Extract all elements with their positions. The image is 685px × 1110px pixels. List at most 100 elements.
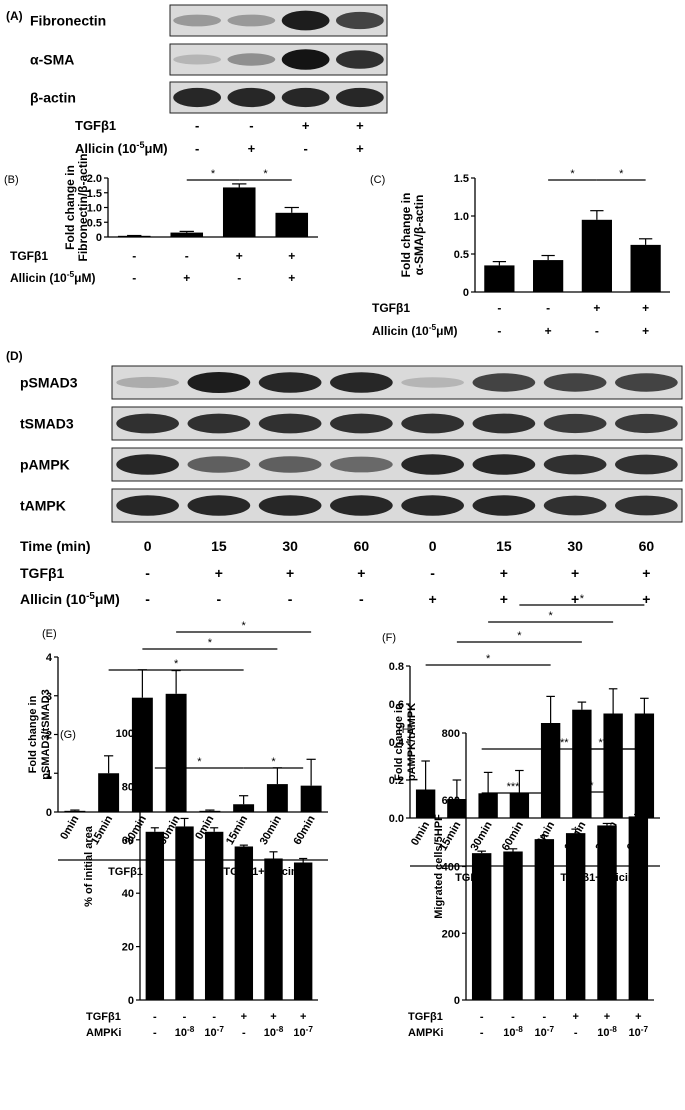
condition-value-text: - (480, 1027, 484, 1039)
blot-band (615, 495, 678, 516)
condition-value: 10-8 (264, 1025, 284, 1039)
x-tick-label: 30min (468, 819, 494, 853)
y-tick-label: 1.5 (454, 173, 469, 185)
y-axis-label: Fibronectin/β-actin (76, 154, 90, 262)
condition-label-tail: μM) (74, 271, 95, 285)
panel-label: (G) (60, 729, 76, 741)
condition-value: + (356, 118, 364, 133)
blot-band (336, 87, 384, 108)
blot-band (227, 87, 276, 108)
condition-label: AMPKi (86, 1027, 121, 1039)
blot-band (116, 454, 179, 475)
condition-value-text: 10 (204, 1027, 216, 1039)
blot-band (543, 373, 607, 392)
blot-band (281, 10, 330, 31)
condition-value-sup: -7 (217, 1025, 225, 1034)
y-tick-label: 0.5 (87, 217, 102, 229)
blot-band (472, 413, 536, 434)
y-tick-label: 0.0 (389, 813, 404, 825)
condition-value: + (593, 301, 600, 315)
blot-band (173, 87, 221, 108)
condition-value: + (302, 118, 310, 133)
blot-band (187, 456, 251, 473)
significance-mark: * (589, 780, 594, 792)
y-tick-label: 2 (46, 730, 52, 742)
condition-label-tail: μM) (436, 324, 457, 338)
condition-value: 10-7 (293, 1025, 313, 1039)
condition-value: + (356, 141, 364, 156)
blot-band (330, 372, 393, 393)
condition-value: 15 (496, 538, 512, 554)
condition-value: - (574, 1027, 578, 1039)
y-axis-label: % of initial area (83, 825, 95, 907)
condition-label-tail: μM) (145, 141, 168, 156)
bar (630, 244, 661, 292)
blot-row-label: pSMAD3 (20, 375, 78, 391)
condition-value: - (480, 1011, 484, 1023)
condition-value: + (642, 591, 650, 607)
blot-band (173, 54, 221, 65)
bar (222, 187, 256, 237)
blot-band (281, 87, 330, 108)
blot-band (258, 495, 322, 516)
significance-mark: **** (551, 737, 569, 749)
condition-label-sup: -5 (86, 591, 95, 602)
condition-value: 10-8 (597, 1025, 617, 1039)
bar (234, 846, 254, 1000)
y-tick-label: 80 (122, 781, 134, 793)
condition-value: - (145, 591, 150, 607)
blot-band (227, 14, 276, 27)
significance-mark: * (548, 610, 553, 622)
bar (484, 265, 515, 292)
condition-label: TGFβ1 (20, 565, 65, 581)
condition-value: - (153, 1027, 157, 1039)
group-label: TGFβ1+Allicin (223, 866, 298, 878)
condition-value: + (270, 1011, 276, 1023)
condition-label: TGFβ1 (408, 1011, 443, 1023)
bar (170, 232, 204, 237)
y-tick-label: 20 (122, 942, 134, 954)
blot-band (401, 413, 464, 434)
blot-band (615, 373, 678, 392)
condition-value: + (571, 591, 579, 607)
blot-row-label: β-actin (30, 90, 76, 106)
significance-mark: * (197, 756, 202, 768)
y-tick-label: 1.0 (454, 211, 469, 223)
significance-mark: * (580, 593, 585, 605)
condition-value: + (500, 591, 508, 607)
condition-label-text: Allicin (10 (20, 591, 86, 607)
y-tick-label: 800 (442, 728, 460, 740)
condition-value-text: 10 (503, 1027, 515, 1039)
panel-label: (B) (4, 174, 19, 186)
bar (64, 810, 86, 812)
condition-value-text: - (574, 1027, 578, 1039)
blot-band (116, 376, 179, 389)
significance-mark: * (263, 168, 268, 180)
blot-row-label: tSMAD3 (20, 416, 74, 432)
condition-value: + (642, 324, 649, 338)
y-tick-label: 200 (442, 928, 460, 940)
condition-value-text: 10 (629, 1027, 641, 1039)
condition-value: - (153, 1011, 157, 1023)
blot-band (173, 14, 221, 27)
y-tick-label: 1.0 (87, 203, 102, 215)
condition-value-text: 10 (293, 1027, 305, 1039)
bar (98, 773, 120, 812)
condition-value: - (511, 1011, 515, 1023)
y-axis-label: Fold change in (63, 165, 77, 250)
condition-value-sup: -8 (515, 1025, 523, 1034)
condition-value: + (288, 249, 295, 263)
condition-value: 15 (211, 538, 227, 554)
panel-label: (A) (6, 9, 23, 23)
y-tick-label: 100 (116, 728, 134, 740)
condition-value: + (500, 565, 508, 581)
blot-band (472, 454, 536, 475)
bar (415, 789, 436, 818)
blot-band (227, 53, 276, 66)
blot-band (187, 495, 251, 516)
blot-row-label: Fibronectin (30, 13, 106, 29)
condition-value: 10-7 (535, 1025, 555, 1039)
condition-value: + (357, 565, 365, 581)
blot-row-label: α-SMA (30, 52, 74, 68)
